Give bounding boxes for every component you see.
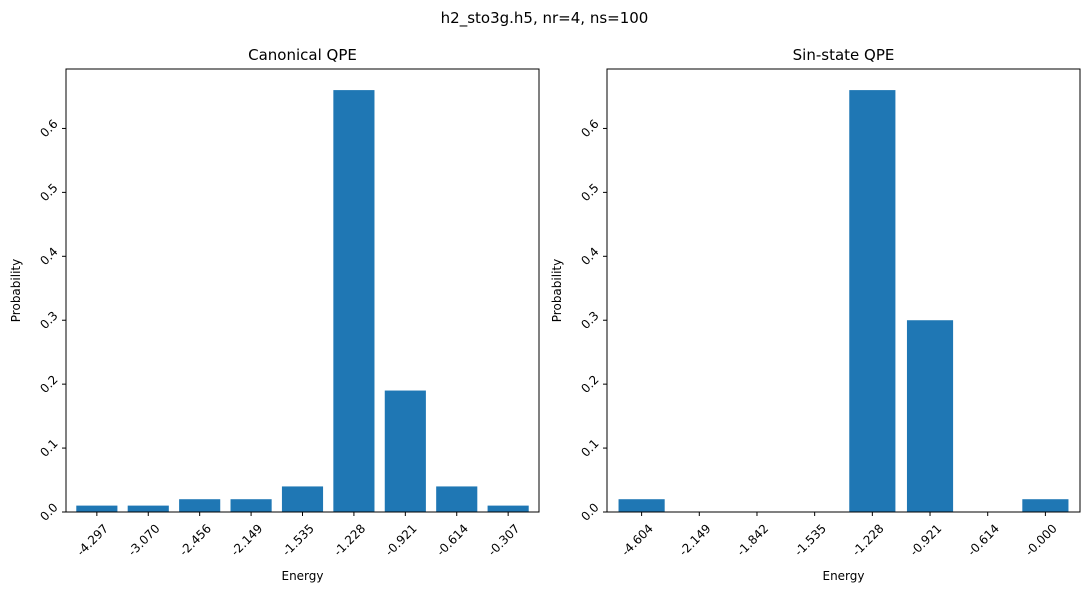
bar <box>76 505 118 512</box>
bar <box>487 505 529 512</box>
bar <box>436 486 478 512</box>
chart-title: Canonical QPE <box>248 46 357 64</box>
bar <box>230 499 272 512</box>
bar <box>281 486 324 512</box>
chart-title: Sin-state QPE <box>793 46 895 64</box>
axes-frame <box>606 68 1081 513</box>
bar <box>618 499 665 512</box>
x-axis-label: Energy <box>281 569 323 583</box>
bar <box>179 499 221 512</box>
bar <box>127 505 169 512</box>
y-axis-label: Probability <box>550 259 564 322</box>
bar <box>906 320 954 512</box>
bar <box>1022 499 1069 512</box>
figure-suptitle: h2_sto3g.h5, nr=4, ns=100 <box>441 9 649 28</box>
bar <box>384 390 426 512</box>
x-axis-label: Energy <box>822 569 864 583</box>
bar <box>849 90 896 512</box>
bar <box>333 90 375 512</box>
y-axis-label: Probability <box>9 259 23 322</box>
